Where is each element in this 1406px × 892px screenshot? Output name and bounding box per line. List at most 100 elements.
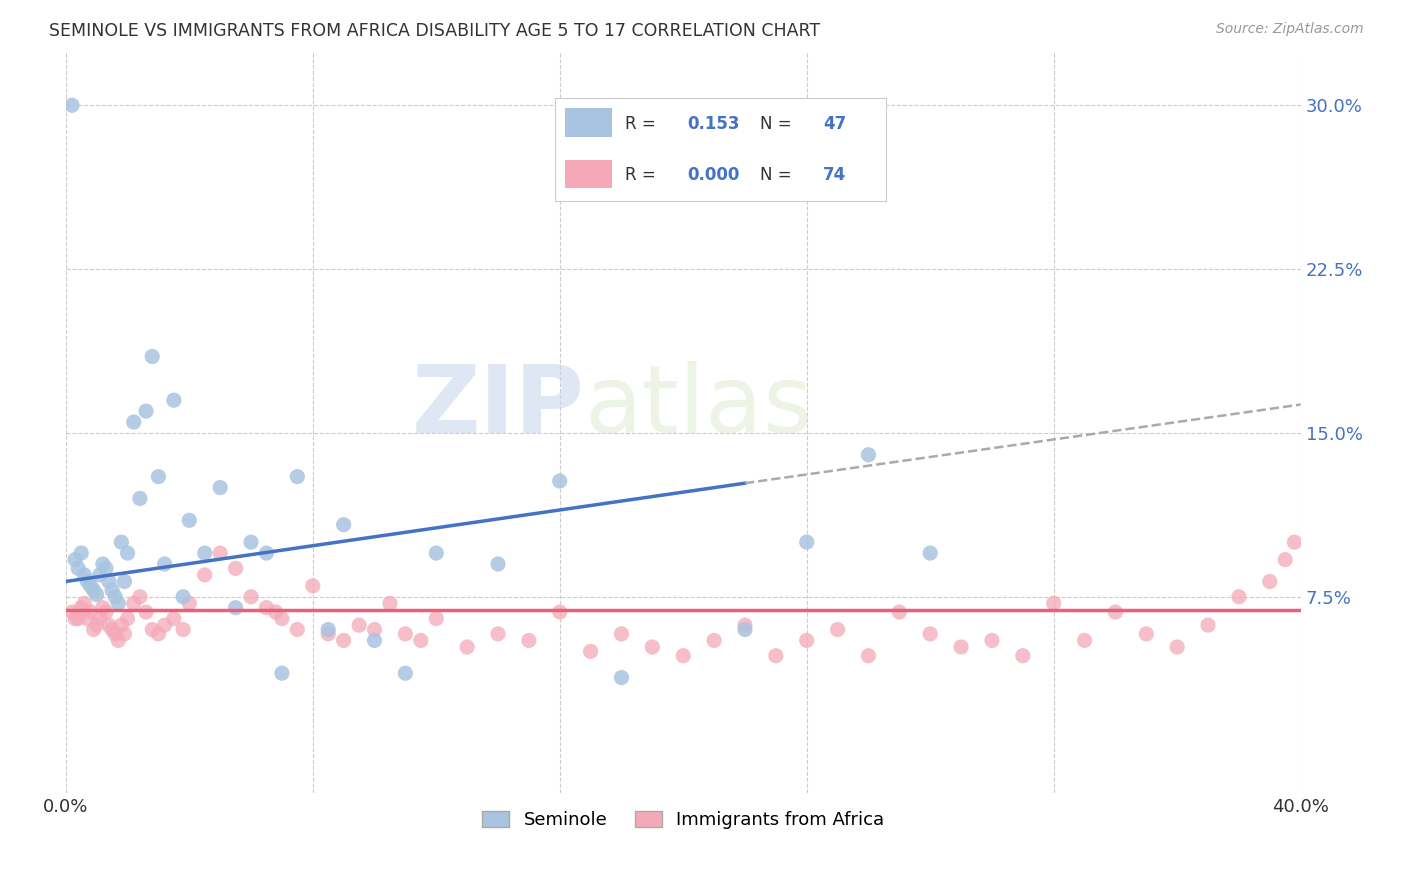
Text: 0.000: 0.000 [688, 166, 740, 184]
Point [1197, 618, 1219, 632]
Point [1227, 590, 1250, 604]
Point [394, 627, 416, 641]
Point [486, 627, 509, 641]
Point [1166, 640, 1188, 654]
Point [920, 627, 942, 641]
Point [70, 546, 93, 560]
Point [101, 583, 124, 598]
Point [981, 633, 1004, 648]
Point [153, 618, 176, 632]
Point [94, 605, 117, 619]
Point [1274, 552, 1296, 566]
Point [256, 600, 278, 615]
Point [83, 583, 105, 598]
Legend: Seminole, Immigrants from Africa: Seminole, Immigrants from Africa [475, 804, 891, 837]
Point [172, 590, 194, 604]
Point [94, 561, 117, 575]
Point [225, 561, 247, 575]
Point [256, 546, 278, 560]
Point [425, 546, 447, 560]
Point [129, 590, 152, 604]
Point [122, 415, 145, 429]
Point [63, 612, 86, 626]
Point [456, 640, 478, 654]
Point [285, 623, 308, 637]
Point [148, 627, 170, 641]
Point [734, 623, 756, 637]
Point [153, 557, 176, 571]
Point [122, 596, 145, 610]
Text: Source: ZipAtlas.com: Source: ZipAtlas.com [1216, 22, 1364, 37]
Point [129, 491, 152, 506]
Point [110, 535, 132, 549]
Point [316, 623, 339, 637]
Point [163, 393, 186, 408]
Point [271, 666, 294, 681]
Point [920, 546, 942, 560]
Point [60, 605, 83, 619]
Point [240, 535, 263, 549]
Point [858, 648, 880, 663]
Text: 74: 74 [823, 166, 846, 184]
Point [827, 623, 849, 637]
Point [179, 596, 201, 610]
Point [734, 618, 756, 632]
Point [91, 600, 114, 615]
Point [117, 546, 139, 560]
Point [79, 605, 101, 619]
Point [107, 596, 129, 610]
Point [63, 552, 86, 566]
Point [1073, 633, 1095, 648]
Point [172, 623, 194, 637]
Text: 47: 47 [823, 115, 846, 133]
Point [796, 535, 818, 549]
FancyBboxPatch shape [565, 108, 612, 137]
Text: R =: R = [624, 115, 661, 133]
Point [240, 590, 263, 604]
Point [517, 633, 540, 648]
Point [316, 627, 339, 641]
Point [135, 605, 157, 619]
Point [409, 633, 432, 648]
Point [486, 557, 509, 571]
Text: R =: R = [624, 166, 661, 184]
Point [141, 623, 163, 637]
Point [107, 633, 129, 648]
Point [135, 404, 157, 418]
Point [163, 612, 186, 626]
Point [67, 612, 90, 626]
Point [79, 579, 101, 593]
Text: atlas: atlas [585, 361, 813, 453]
Point [91, 557, 114, 571]
Point [76, 574, 98, 589]
Point [67, 561, 90, 575]
Point [889, 605, 911, 619]
Text: ZIP: ZIP [412, 361, 585, 453]
Point [114, 627, 136, 641]
Point [796, 633, 818, 648]
Point [1104, 605, 1126, 619]
Point [610, 627, 633, 641]
Point [610, 671, 633, 685]
Point [672, 648, 695, 663]
Point [1258, 574, 1281, 589]
Point [641, 640, 664, 654]
Point [332, 517, 354, 532]
Point [110, 618, 132, 632]
Point [89, 612, 111, 626]
FancyBboxPatch shape [565, 160, 612, 188]
Point [117, 612, 139, 626]
Point [98, 618, 121, 632]
Point [1042, 596, 1064, 610]
Point [1135, 627, 1157, 641]
Point [363, 623, 385, 637]
Point [86, 588, 108, 602]
Point [271, 612, 294, 626]
Point [285, 469, 308, 483]
Point [347, 618, 370, 632]
Point [101, 623, 124, 637]
Point [83, 623, 105, 637]
Point [548, 474, 571, 488]
Text: 0.153: 0.153 [688, 115, 740, 133]
Point [1011, 648, 1033, 663]
